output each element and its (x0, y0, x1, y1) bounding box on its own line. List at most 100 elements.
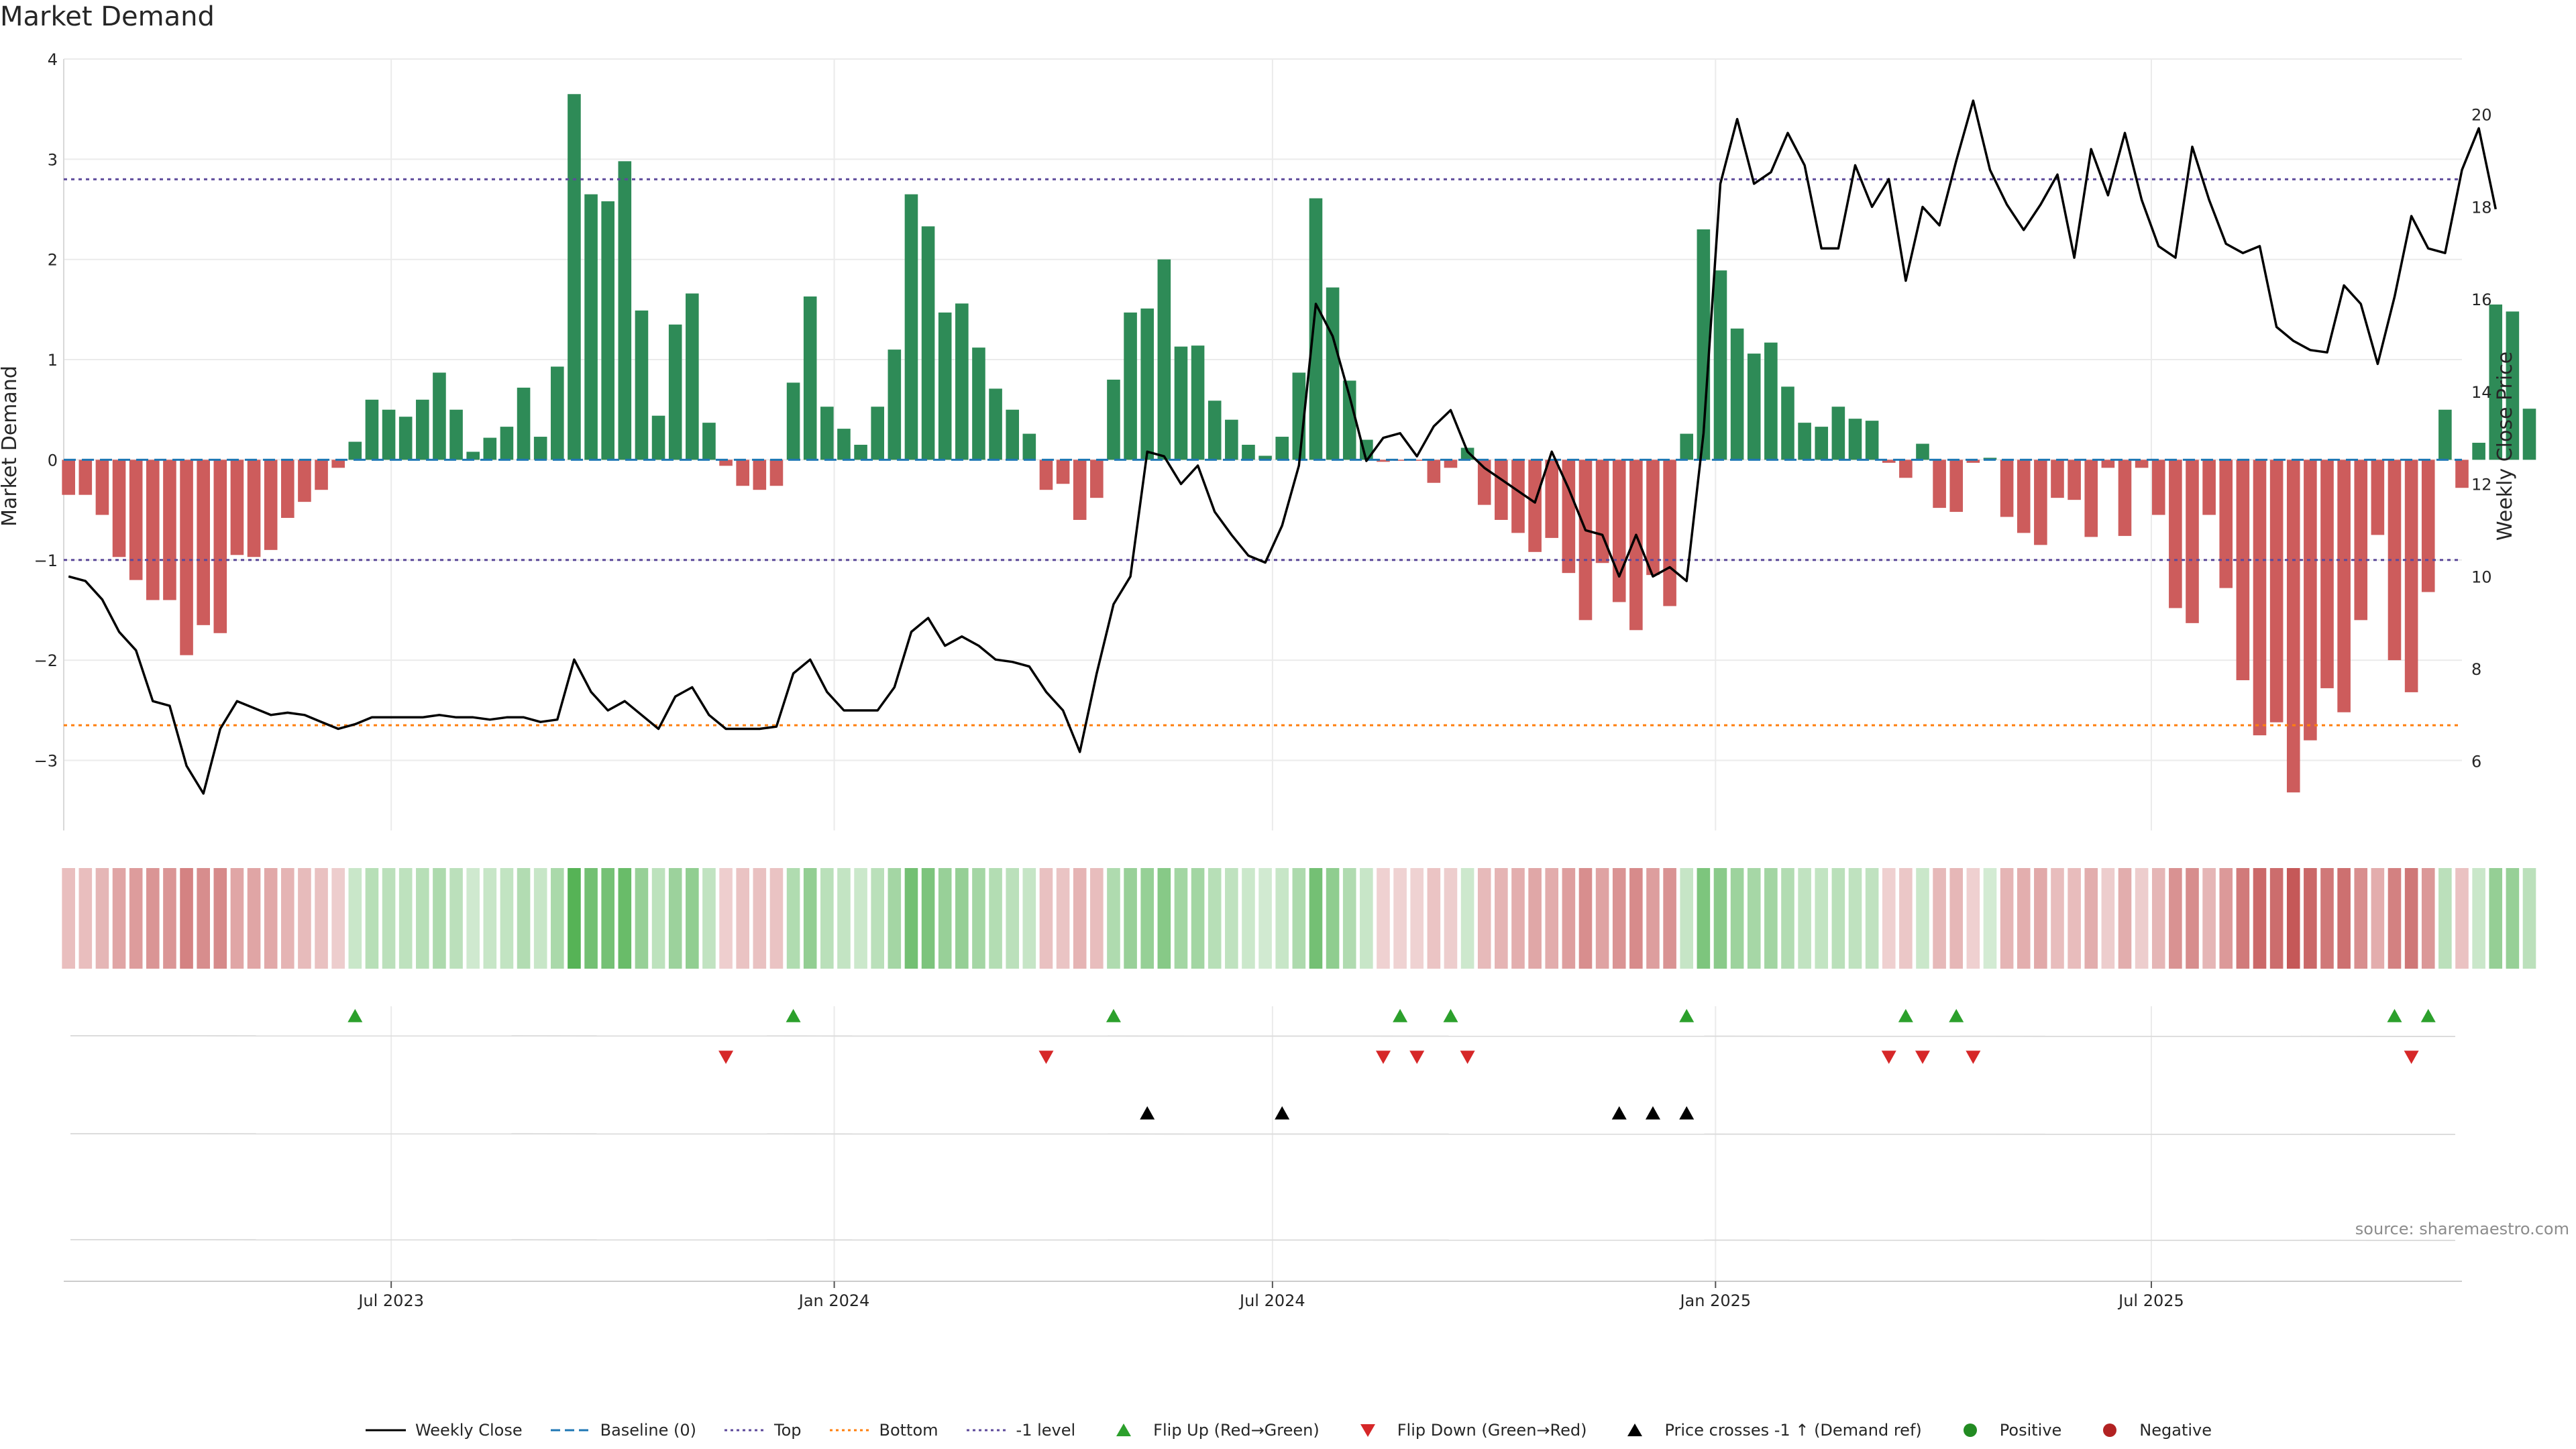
heat-cell (1916, 868, 1929, 969)
heat-cell (1646, 868, 1660, 969)
heat-cell (2489, 868, 2503, 969)
demand-bar (635, 310, 649, 460)
demand-bar (2169, 460, 2182, 608)
demand-bar (601, 201, 614, 460)
heat-cell (1242, 868, 1255, 969)
heat-cell (769, 868, 784, 969)
demand-bar (416, 399, 429, 460)
heat-cell (1899, 868, 1913, 969)
demand-bar (95, 460, 109, 515)
flip-up-marker (347, 1009, 363, 1022)
heat-cell (888, 868, 902, 969)
demand-bar (2118, 460, 2132, 536)
demand-bar (1545, 460, 1559, 538)
heat-cell (1056, 868, 1070, 969)
heat-cell (416, 868, 429, 969)
demand-bar (1882, 460, 1896, 463)
demand-bar (1831, 407, 1845, 460)
demand-bar (112, 460, 126, 557)
flip-up-marker (1949, 1009, 1964, 1022)
legend-label: Negative (2139, 1421, 2212, 1440)
demand-bar (230, 460, 244, 555)
heat-cell (1882, 868, 1896, 969)
heat-cell (1073, 868, 1087, 969)
heat-cell (551, 868, 564, 969)
demand-bar (1629, 460, 1643, 631)
heat-cell (466, 868, 480, 969)
legend-item: Weekly Close (364, 1421, 523, 1440)
y2-tick-label: 14 (2471, 383, 2492, 402)
heat-cell (2000, 868, 2014, 969)
demand-bar (264, 460, 278, 550)
heat-cell (2017, 868, 2031, 969)
demand-bar (651, 415, 665, 460)
demand-bar (2455, 460, 2469, 488)
demand-bar (2438, 409, 2452, 460)
heat-cell (382, 868, 396, 969)
heat-cell (1562, 868, 1576, 969)
heat-cell (1377, 868, 1390, 969)
heat-cell (2404, 868, 2418, 969)
heat-cell (2522, 868, 2536, 969)
demand-bar (2387, 460, 2402, 661)
flip-up-marker (786, 1009, 801, 1022)
heat-cell (247, 868, 261, 969)
y-tick-label: −2 (34, 651, 58, 670)
heat-cell (197, 868, 210, 969)
heat-cell (2034, 868, 2047, 969)
legend-label: Flip Down (Green→Red) (1397, 1421, 1587, 1440)
heat-cell (230, 868, 244, 969)
demand-bar (2219, 460, 2233, 588)
heat-cell (786, 868, 800, 969)
demand-bar (2084, 460, 2098, 537)
heat-cell (1983, 868, 1997, 969)
right-axis-ticks: 20 18 16 14 12 10 8 6 (2471, 106, 2492, 771)
heat-cell (618, 868, 632, 969)
demand-bar (1865, 421, 1879, 460)
legend-item: Top (723, 1421, 802, 1440)
demand-bar (820, 407, 834, 460)
legend-label: Price crosses -1 ↑ (Demand ref) (1664, 1421, 1922, 1440)
heat-cell (2472, 868, 2485, 969)
legend-swatch-icon (828, 1422, 871, 1438)
chart-title: Market Demand (0, 1, 215, 32)
demand-bar (584, 194, 598, 460)
demand-bar (1208, 400, 1222, 460)
demand-bar (1073, 460, 1087, 521)
y-tick-label: −1 (34, 551, 58, 570)
demand-bar (1258, 455, 1272, 460)
heat-cell (95, 868, 109, 969)
y-tick-label: 1 (48, 351, 58, 370)
demand-bar (1578, 460, 1593, 621)
heat-cell (2186, 868, 2199, 969)
heat-cell (2506, 868, 2520, 969)
demand-bar (2202, 460, 2216, 515)
heat-cell (1191, 868, 1205, 969)
legend-swatch-icon (1613, 1422, 1656, 1438)
heat-cell (635, 868, 649, 969)
heat-cell (1006, 868, 1020, 969)
heat-cell (483, 868, 497, 969)
x-tick-label: Jul 2025 (2117, 1291, 2184, 1310)
heat-cell (2387, 868, 2402, 969)
demand-bar (197, 460, 210, 625)
flip-up-marker (1106, 1009, 1121, 1022)
demand-bar (2489, 304, 2503, 460)
event-rows (70, 1009, 2456, 1241)
heat-cell (2169, 868, 2182, 969)
heat-cell (702, 868, 716, 969)
flip-up-marker (1393, 1009, 1408, 1022)
heat-cell (62, 868, 75, 969)
heat-cell (1342, 868, 1356, 969)
demand-bar (1174, 346, 1188, 460)
demand-bar (2522, 409, 2536, 460)
legend-item: Bottom (828, 1421, 938, 1440)
heat-cell (668, 868, 682, 969)
demand-bar (854, 445, 867, 460)
demand-bar (1342, 380, 1356, 460)
y-tick-label: 0 (48, 451, 58, 470)
heat-cell (584, 868, 598, 969)
demand-bar (921, 226, 935, 460)
legend-swatch-icon (723, 1422, 766, 1438)
demand-bar (1916, 443, 1929, 460)
